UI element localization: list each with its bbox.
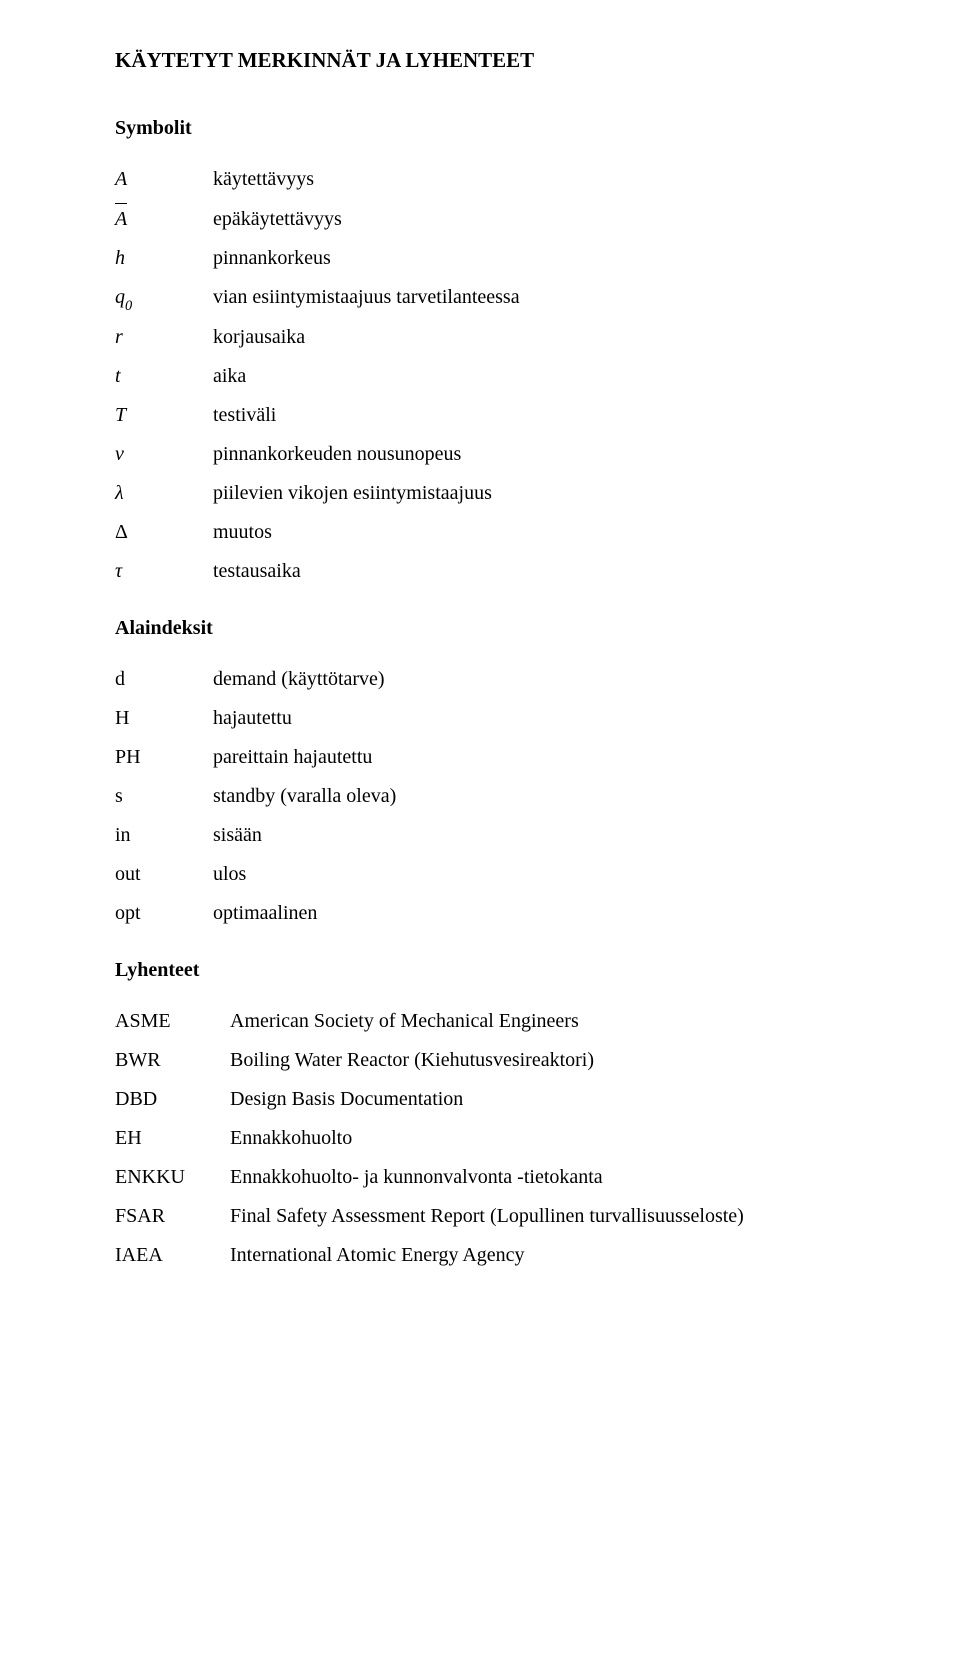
symbol-row: T testiväli	[115, 396, 880, 435]
symbol-desc: epäkäytettävyys	[213, 200, 880, 239]
subindex-desc: ulos	[213, 855, 880, 894]
subindex-desc: demand (käyttötarve)	[213, 660, 880, 699]
symbol-cell: v	[115, 435, 213, 474]
abbrev-desc: International Atomic Energy Agency	[230, 1236, 880, 1275]
abbrev-cell: ENKKU	[115, 1158, 230, 1197]
abbrev-list: ASME American Society of Mechanical Engi…	[115, 1002, 880, 1275]
symbol-row: q0 vian esiintymistaajuus tarvetilantees…	[115, 278, 880, 318]
symbol-cell: λ	[115, 474, 213, 513]
symbol-desc: pinnankorkeuden nousunopeus	[213, 435, 880, 474]
subindices-heading: Alaindeksit	[115, 609, 880, 648]
symbol-row: v pinnankorkeuden nousunopeus	[115, 435, 880, 474]
symbol-desc: piilevien vikojen esiintymistaajuus	[213, 474, 880, 513]
subindex-row: PH pareittain hajautettu	[115, 738, 880, 777]
subindex-row: opt optimaalinen	[115, 894, 880, 933]
abbrev-heading: Lyhenteet	[115, 951, 880, 990]
symbol-cell: A	[115, 199, 213, 239]
abbrev-row: EH Ennakkohuolto	[115, 1119, 880, 1158]
symbol-desc: aika	[213, 357, 880, 396]
page-title: KÄYTETYT MERKINNÄT JA LYHENTEET	[115, 40, 880, 81]
symbol-sub: 0	[125, 298, 132, 314]
abbrev-desc: Final Safety Assessment Report (Lopullin…	[230, 1197, 880, 1236]
symbol-row: A käytettävyys	[115, 160, 880, 199]
abbrev-cell: DBD	[115, 1080, 230, 1119]
symbol-desc: testiväli	[213, 396, 880, 435]
abbrev-cell: BWR	[115, 1041, 230, 1080]
abbrev-cell: IAEA	[115, 1236, 230, 1275]
abbrev-cell: ASME	[115, 1002, 230, 1041]
subindices-list: d demand (käyttötarve) H hajautettu PH p…	[115, 660, 880, 933]
abbrev-row: ASME American Society of Mechanical Engi…	[115, 1002, 880, 1041]
symbol-row: τ testausaika	[115, 552, 880, 591]
symbol-overbar: A	[115, 199, 127, 239]
subindex-row: H hajautettu	[115, 699, 880, 738]
symbol-row: λ piilevien vikojen esiintymistaajuus	[115, 474, 880, 513]
subindex-desc: sisään	[213, 816, 880, 855]
subindex-cell: d	[115, 660, 213, 699]
symbols-list: A käytettävyys A epäkäytettävyys h pinna…	[115, 160, 880, 591]
subindex-desc: pareittain hajautettu	[213, 738, 880, 777]
symbol-desc: muutos	[213, 513, 880, 552]
abbrev-desc: Ennakkohuolto	[230, 1119, 880, 1158]
symbol-cell: A	[115, 160, 213, 199]
subindex-cell: s	[115, 777, 213, 816]
subindex-cell: PH	[115, 738, 213, 777]
symbol-row: h pinnankorkeus	[115, 239, 880, 278]
subindex-desc: optimaalinen	[213, 894, 880, 933]
subindex-cell: H	[115, 699, 213, 738]
abbrev-cell: FSAR	[115, 1197, 230, 1236]
symbols-heading: Symbolit	[115, 109, 880, 148]
symbol-desc: testausaika	[213, 552, 880, 591]
symbol-row: A epäkäytettävyys	[115, 199, 880, 239]
symbol-cell: r	[115, 318, 213, 357]
symbol-cell: T	[115, 396, 213, 435]
abbrev-desc: Design Basis Documentation	[230, 1080, 880, 1119]
symbol-desc: vian esiintymistaajuus tarvetilanteessa	[213, 278, 880, 317]
abbrev-row: IAEA International Atomic Energy Agency	[115, 1236, 880, 1275]
abbrev-row: BWR Boiling Water Reactor (Kiehutusvesir…	[115, 1041, 880, 1080]
abbrev-cell: EH	[115, 1119, 230, 1158]
abbrev-row: ENKKU Ennakkohuolto- ja kunnonvalvonta -…	[115, 1158, 880, 1197]
symbol-main: q	[115, 286, 125, 308]
subindex-desc: standby (varalla oleva)	[213, 777, 880, 816]
abbrev-row: DBD Design Basis Documentation	[115, 1080, 880, 1119]
symbol-row: Δ muutos	[115, 513, 880, 552]
symbol-desc: korjausaika	[213, 318, 880, 357]
symbol-desc: käytettävyys	[213, 160, 880, 199]
abbrev-desc: Boiling Water Reactor (Kiehutusvesireakt…	[230, 1041, 880, 1080]
subindex-cell: in	[115, 816, 213, 855]
symbol-cell: t	[115, 357, 213, 396]
symbol-cell: τ	[115, 552, 213, 591]
subindex-desc: hajautettu	[213, 699, 880, 738]
symbol-cell: h	[115, 239, 213, 278]
symbol-cell: Δ	[115, 513, 213, 552]
abbrev-desc: Ennakkohuolto- ja kunnonvalvonta -tietok…	[230, 1158, 880, 1197]
symbol-cell: q0	[115, 278, 213, 318]
subindex-row: s standby (varalla oleva)	[115, 777, 880, 816]
subindex-cell: out	[115, 855, 213, 894]
symbol-row: t aika	[115, 357, 880, 396]
subindex-row: out ulos	[115, 855, 880, 894]
subindex-cell: opt	[115, 894, 213, 933]
symbol-desc: pinnankorkeus	[213, 239, 880, 278]
subindex-row: d demand (käyttötarve)	[115, 660, 880, 699]
abbrev-desc: American Society of Mechanical Engineers	[230, 1002, 880, 1041]
subindex-row: in sisään	[115, 816, 880, 855]
symbol-row: r korjausaika	[115, 318, 880, 357]
abbrev-row: FSAR Final Safety Assessment Report (Lop…	[115, 1197, 880, 1236]
